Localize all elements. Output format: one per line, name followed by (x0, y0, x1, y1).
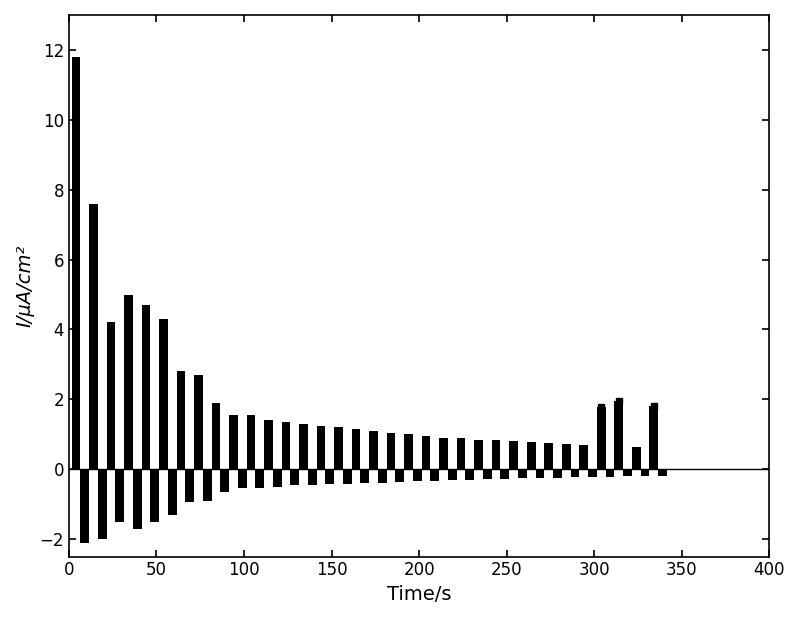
Y-axis label: I/μA/cm²: I/μA/cm² (15, 245, 34, 327)
X-axis label: Time/s: Time/s (387, 585, 451, 604)
